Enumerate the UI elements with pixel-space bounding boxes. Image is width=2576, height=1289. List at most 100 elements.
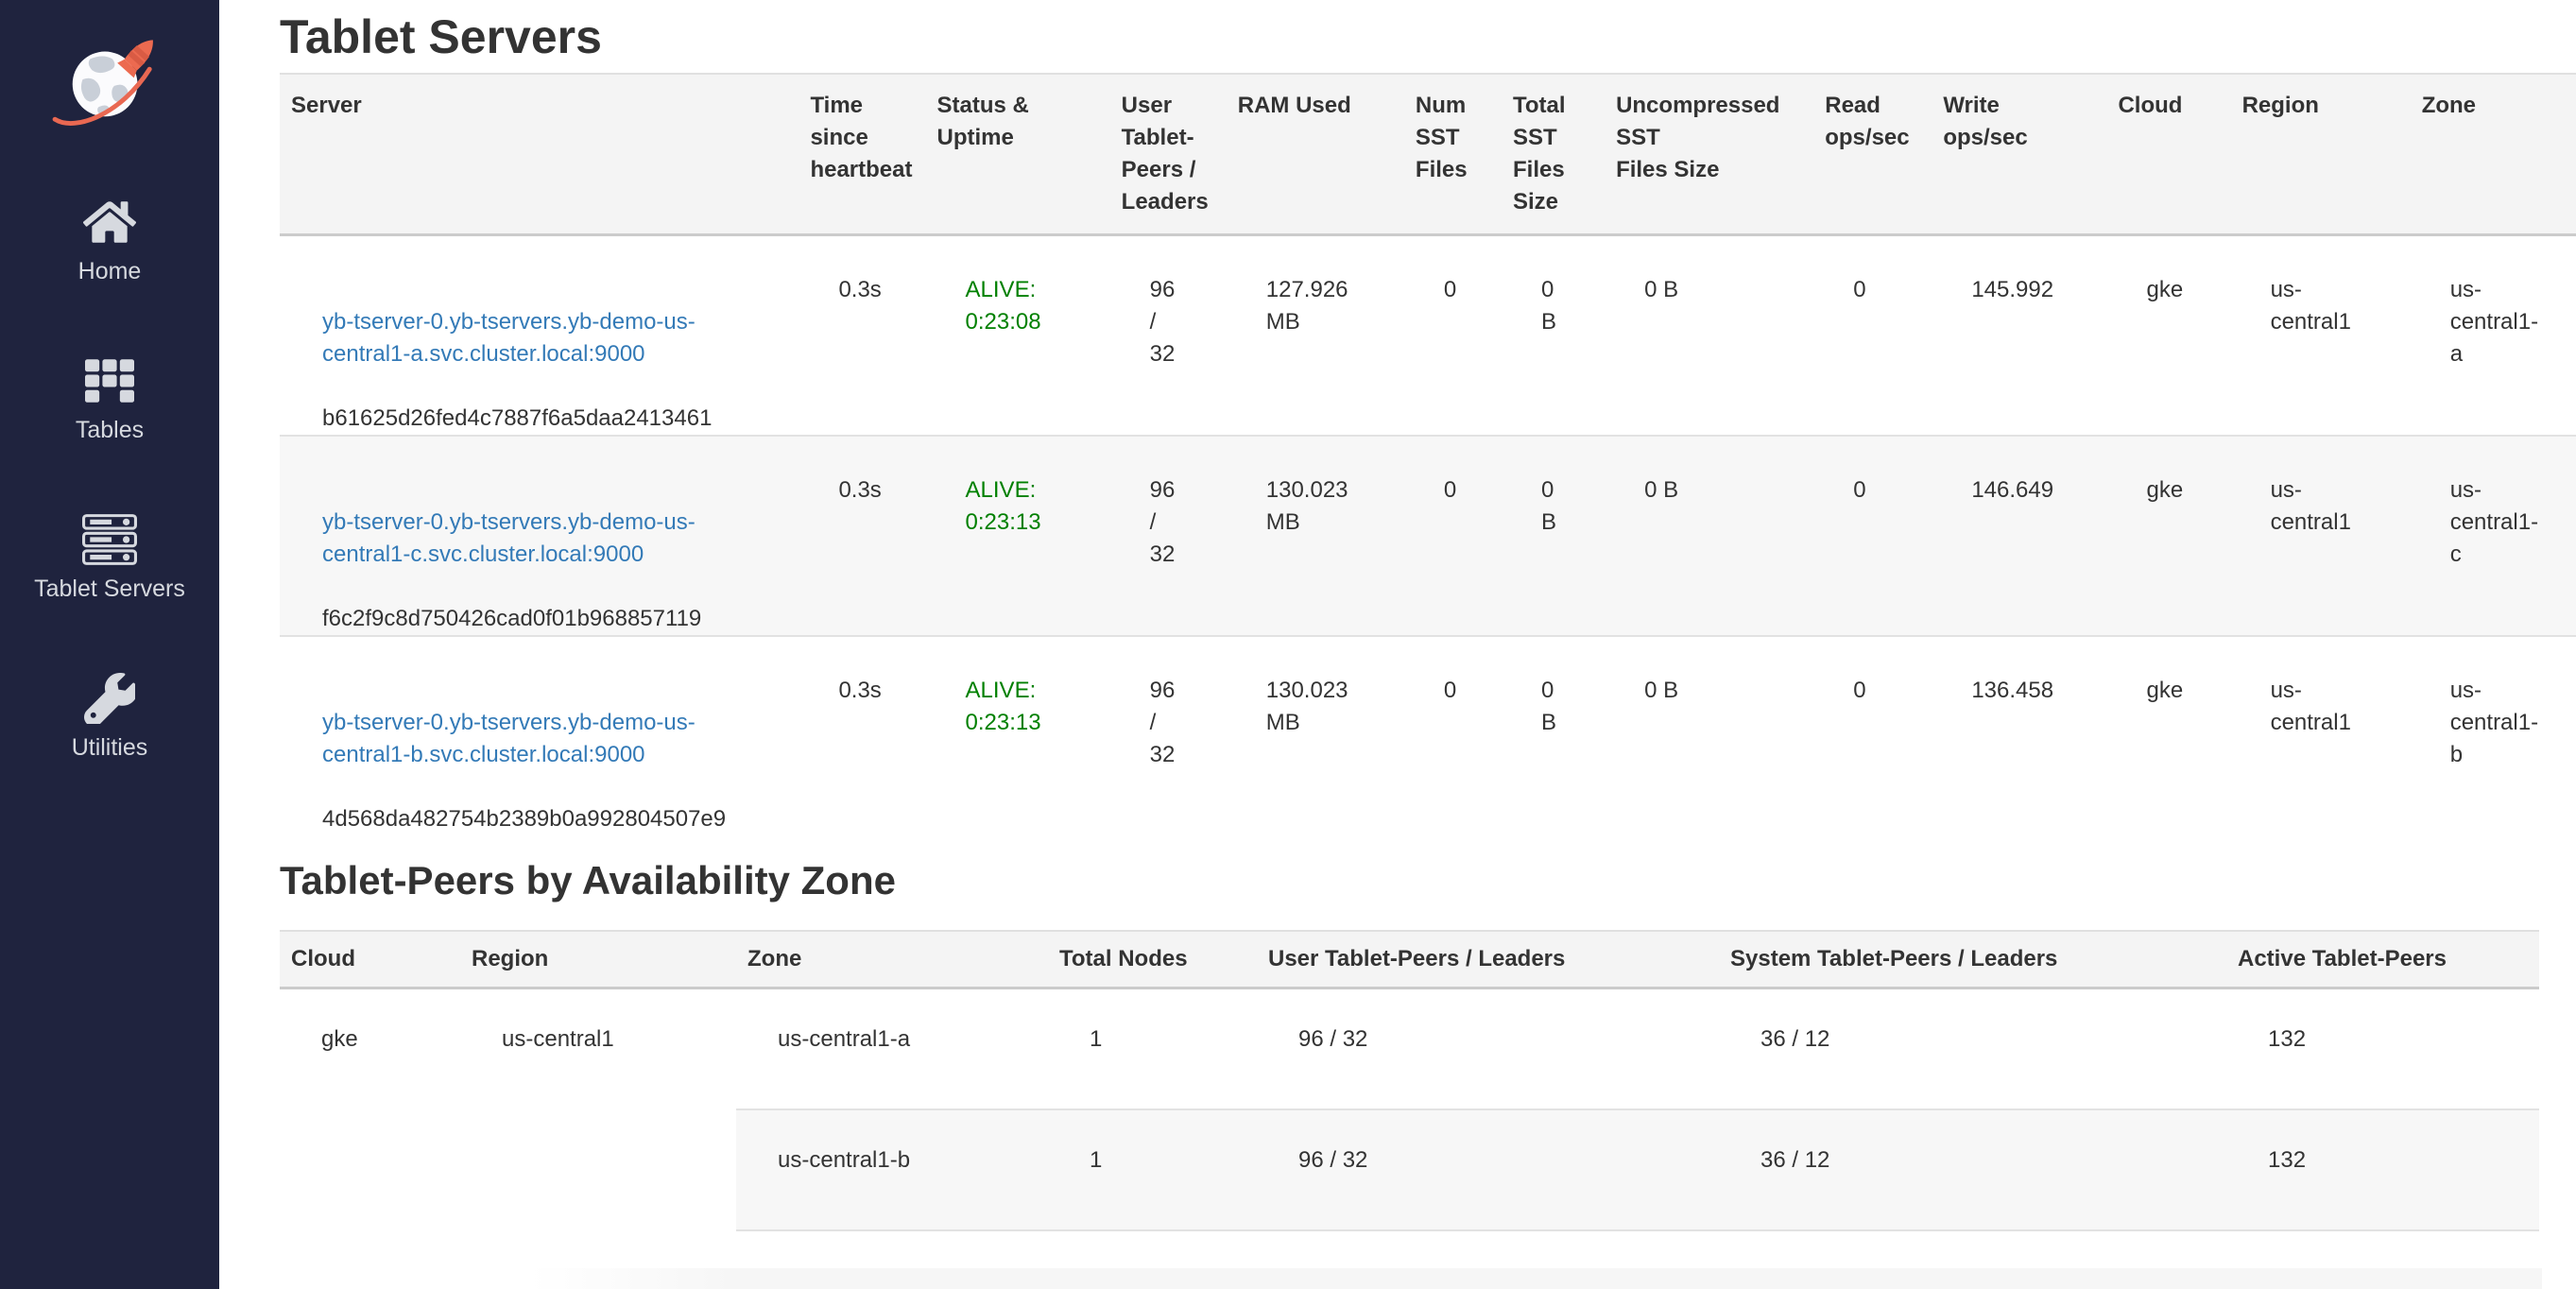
col-cloud: Cloud [2106,74,2231,236]
system-tablet-peers-cell: 36 / 12 [1719,1108,2226,1230]
col-total-sst-size: Total SST Files Size [1501,74,1606,236]
col-ram-used: RAM Used [1226,74,1404,236]
region-cell: us- central1 [2230,434,2411,636]
cloud-cell: gke [321,1026,358,1052]
server-link[interactable]: yb-tserver-0.yb-tservers.yb-demo-us- cen… [322,709,696,767]
home-icon [81,195,138,249]
sidebar-item-label: Tables [75,417,145,443]
col-user-tablet-peers: User Tablet-Peers / Leaders [1257,930,1719,989]
col-uncompressed-sst-size: Uncompressed SST Files Size [1605,74,1814,236]
num-sst-files-cell: 0 [1403,634,1502,835]
col-active-tablet-peers: Active Tablet-Peers [2226,930,2539,989]
server-uuid: b61625d26fed4c7887f6a5daa2413461 [322,404,713,431]
col-num-sst-files: Num SST Files [1403,74,1502,236]
time-since-heartbeat-cell: 0.3s [799,434,926,636]
sidebar-item-label: Tablet Servers [34,576,185,602]
col-write-ops: Write ops/sec [1932,74,2107,236]
col-region: Region [2230,74,2411,236]
col-time-since-heartbeat: Time since heartbeat [799,74,926,236]
zone-cell: us- central1- c [2410,434,2576,636]
cloud-cell: gke [2106,434,2231,636]
server-uuid: 4d568da482754b2389b0a992804507e9 [322,805,727,832]
table-row: yb-tserver-0.yb-tservers.yb-demo-us- cen… [280,634,2576,835]
main-content: Tablet Servers Server Time since heartbe… [219,0,2576,1289]
page-title: Tablet Servers [280,10,602,63]
status-cell: ALIVE: 0:23:13 [925,634,1110,835]
sidebar-item-tables[interactable]: Tables [76,353,144,444]
uncompressed-sst-size-cell: 0 B [1605,434,1814,636]
partial-next-row-band [529,1268,2542,1289]
total-nodes-cell: 1 [1048,1108,1257,1230]
server-cell: yb-tserver-0.yb-tservers.yb-demo-us- cen… [280,234,799,436]
sidebar-nav: Home Tables [34,195,185,830]
sidebar-item-tablet-servers[interactable]: Tablet Servers [34,512,185,603]
server-link[interactable]: yb-tserver-0.yb-tservers.yb-demo-us- cen… [322,308,696,367]
zone-cell: us- central1- a [2449,276,2539,367]
az-section-title: Tablet-Peers by Availability Zone [280,857,896,902]
user-tablet-peers-cell: 96 / 32 [1257,1108,1719,1230]
col-zone: Zone [736,930,1048,989]
num-sst-files-cell: 0 [1403,434,1502,636]
zone-cell: us-central1-a [778,1026,911,1052]
col-region: Region [460,930,736,989]
table-header-row: Cloud Region Zone Total Nodes User Table… [280,930,2539,989]
system-tablet-peers-cell: 36 / 12 [1760,1026,1830,1052]
sidebar-item-label: Home [77,258,142,284]
server-cell: yb-tserver-0.yb-tservers.yb-demo-us- cen… [280,434,799,636]
user-tablet-peers-cell: 96 / 32 [1109,434,1227,636]
col-cloud: Cloud [280,930,460,989]
write-ops-cell: 145.992 [1971,276,2054,302]
num-sst-files-cell: 0 [1443,276,1457,302]
tablet-servers-table: Server Time since heartbeat Status & Upt… [280,73,2576,835]
zone-cell: us- central1- b [2410,634,2576,835]
status-cell: ALIVE: 0:23:13 [925,434,1110,636]
tables-grid-icon [81,353,138,408]
yugabyte-rocket-globe-icon [52,40,153,126]
ram-used-cell: 127.926 MB [1265,276,1348,335]
col-status-uptime: Status & Uptime [925,74,1110,236]
ram-used-cell: 130.023 MB [1226,434,1404,636]
col-total-nodes: Total Nodes [1048,930,1257,989]
read-ops-cell: 0 [1813,634,1932,835]
status-cell: ALIVE: 0:23:08 [965,276,1041,335]
cloud-cell: gke [2106,634,2231,835]
table-row: yb-tserver-0.yb-tservers.yb-demo-us- cen… [280,434,2576,636]
read-ops-cell: 0 [1853,276,1866,302]
active-tablet-peers-cell: 132 [2268,1026,2307,1052]
table-row: us-central1-b 1 96 / 32 36 / 12 132 [280,1108,2539,1230]
col-user-tablet-peers: User Tablet- Peers / Leaders [1109,74,1227,236]
table-row: yb-tserver-0.yb-tservers.yb-demo-us- cen… [280,234,2576,436]
read-ops-cell: 0 [1813,434,1932,636]
tablet-peers-by-az-table: Cloud Region Zone Total Nodes User Table… [280,929,2539,1289]
uncompressed-sst-size-cell: 0 B [1644,276,1679,302]
time-since-heartbeat-cell: 0.3s [838,276,882,302]
server-link[interactable]: yb-tserver-0.yb-tservers.yb-demo-us- cen… [322,508,696,567]
server-cell: yb-tserver-0.yb-tservers.yb-demo-us- cen… [280,634,799,835]
col-system-tablet-peers: System Tablet-Peers / Leaders [1719,930,2226,989]
total-sst-size-cell: 0 B [1501,434,1606,636]
sidebar-item-label: Utilities [71,734,148,761]
user-tablet-peers-cell: 96 / 32 [1109,634,1227,835]
sidebar: Home Tables [0,0,219,1289]
yugabyte-logo[interactable] [49,26,170,132]
write-ops-cell: 146.649 [1932,434,2107,636]
total-nodes-cell: 1 [1090,1026,1103,1052]
col-read-ops: Read ops/sec [1813,74,1932,236]
table-header-row: Server Time since heartbeat Status & Upt… [280,74,2576,236]
region-cell: us- central1 [2270,276,2351,335]
sidebar-item-utilities[interactable]: Utilities [71,671,148,762]
user-tablet-peers-cell: 96 / 32 [1298,1026,1368,1052]
zone-cell: us-central1-b [736,1108,1048,1230]
total-sst-size-cell: 0 B [1501,634,1606,835]
col-server: Server [280,74,799,236]
region-cell: us-central1 [502,1026,614,1052]
server-uuid: f6c2f9c8d750426cad0f01b968857119 [322,605,702,631]
region-cell: us- central1 [2230,634,2411,835]
sidebar-item-home[interactable]: Home [77,195,142,285]
user-tablet-peers-cell: 96 / 32 [1149,276,1176,367]
write-ops-cell: 136.458 [1932,634,2107,835]
col-zone: Zone [2410,74,2576,236]
total-sst-size-cell: 0 B [1540,276,1556,335]
time-since-heartbeat-cell: 0.3s [799,634,926,835]
